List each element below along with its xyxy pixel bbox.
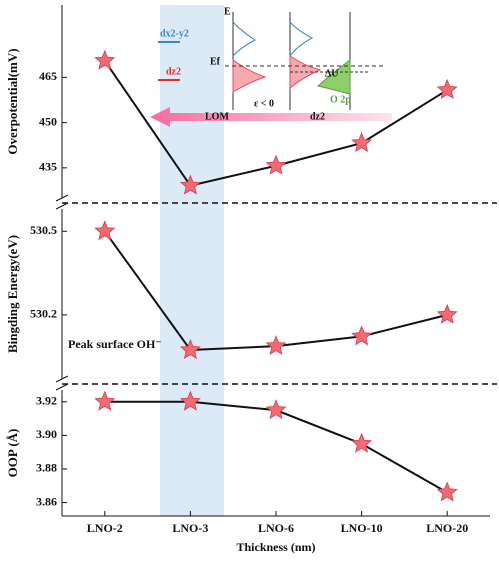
inset-label: ΔU bbox=[325, 68, 339, 79]
star-marker bbox=[265, 335, 287, 356]
inset-label: dz2 bbox=[166, 66, 181, 77]
star-marker bbox=[94, 220, 116, 241]
inset-curve bbox=[316, 58, 351, 95]
y-tick-label: 3.92 bbox=[36, 394, 57, 408]
star-marker bbox=[351, 432, 373, 453]
y-tick-label: 3.88 bbox=[36, 461, 57, 475]
y-tick-label: 530.5 bbox=[30, 223, 57, 237]
star-marker bbox=[265, 154, 287, 175]
x-tick-label: LNO-3 bbox=[172, 521, 208, 535]
highlight-band bbox=[160, 5, 224, 516]
star-marker bbox=[265, 399, 287, 420]
inset-label: LOM bbox=[205, 111, 229, 122]
x-tick-label: LNO-6 bbox=[258, 521, 294, 535]
inset: E dx2-y2 dz2 Ef ΔU ε < 0 O 2p LOM dz2 bbox=[150, 6, 392, 127]
y-tick-label: 3.90 bbox=[36, 427, 57, 441]
inset-label: dz2 bbox=[310, 111, 325, 122]
lom-arrow bbox=[150, 107, 392, 127]
inset-label: Ef bbox=[210, 56, 221, 67]
data-line bbox=[103, 230, 448, 352]
inset-curve bbox=[232, 21, 256, 57]
y-tick-label: 450 bbox=[39, 114, 57, 128]
star-marker bbox=[436, 78, 458, 99]
star-marker bbox=[94, 49, 116, 70]
y-tick-label: 3.86 bbox=[36, 494, 57, 508]
star-marker bbox=[351, 132, 373, 153]
inset-curve bbox=[232, 59, 267, 93]
y-tick-label: 465 bbox=[39, 69, 57, 83]
star-marker bbox=[351, 325, 373, 346]
y-axis-label: Overpotential(mV) bbox=[5, 48, 20, 154]
star-marker bbox=[94, 390, 116, 411]
star-marker bbox=[436, 481, 458, 502]
y-axis-label: Bingding Energy(eV) bbox=[5, 235, 20, 353]
data-line bbox=[104, 400, 448, 494]
y-axis-label: OOP (Å) bbox=[5, 429, 20, 478]
x-tick-label: LNO-2 bbox=[87, 521, 123, 535]
inset-label: E bbox=[224, 6, 231, 17]
x-axis-label: Thickness (nm) bbox=[236, 540, 315, 554]
inset-curve bbox=[289, 21, 314, 57]
inset-label: O 2p bbox=[330, 94, 351, 105]
star-marker bbox=[179, 390, 201, 411]
annotation: Peak surface OH⁻ bbox=[68, 337, 162, 351]
y-tick-label: 435 bbox=[39, 160, 57, 174]
x-tick-label: LNO-20 bbox=[426, 521, 468, 535]
star-marker bbox=[436, 303, 458, 324]
x-tick-label: LNO-10 bbox=[341, 521, 383, 535]
y-tick-label: 530.2 bbox=[30, 307, 57, 321]
inset-label: dx2-y2 bbox=[160, 28, 189, 39]
star-marker bbox=[179, 174, 201, 195]
star-marker bbox=[179, 338, 201, 359]
inset-label: ε < 0 bbox=[254, 98, 274, 109]
